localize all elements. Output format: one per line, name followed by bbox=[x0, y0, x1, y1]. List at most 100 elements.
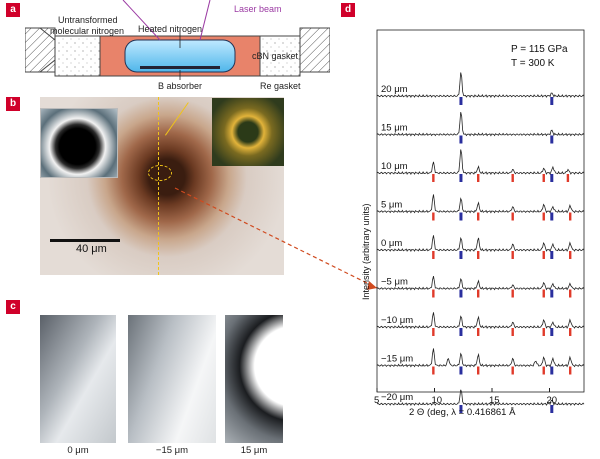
xrd-trace bbox=[376, 72, 585, 99]
trace-label: 5 μm bbox=[381, 200, 402, 211]
re-gasket-label: Re gasket bbox=[260, 81, 301, 91]
blue-marker bbox=[459, 366, 463, 375]
caption-0um: 0 μm bbox=[67, 445, 89, 456]
blue-marker bbox=[550, 289, 554, 298]
blue-marker bbox=[550, 212, 554, 221]
trace-label: −15 μm bbox=[381, 354, 413, 365]
blue-marker bbox=[550, 366, 554, 375]
panel-b-inset-right bbox=[212, 98, 284, 166]
blue-marker bbox=[459, 289, 463, 298]
xray-image-minus15um bbox=[128, 315, 216, 443]
red-marker bbox=[477, 251, 480, 259]
x-tick-label: 15 bbox=[489, 395, 500, 406]
blue-marker bbox=[550, 97, 554, 105]
blue-marker bbox=[459, 251, 463, 259]
blue-marker bbox=[550, 135, 554, 144]
red-marker bbox=[511, 251, 514, 259]
red-marker bbox=[511, 366, 514, 375]
trace-label: −20 μm bbox=[381, 392, 413, 403]
red-marker bbox=[477, 289, 480, 298]
untransformed-label: Untransformed bbox=[58, 15, 118, 25]
red-marker bbox=[477, 174, 480, 182]
panel-a-tag: a bbox=[6, 3, 20, 17]
x-axis-label: 2 Θ (deg, λ = 0.416861 Å bbox=[409, 407, 516, 418]
red-marker bbox=[477, 212, 480, 221]
cbn-gasket-left bbox=[54, 35, 101, 77]
blue-marker bbox=[550, 405, 554, 413]
xrd-trace bbox=[376, 348, 585, 368]
scale-bar bbox=[50, 239, 120, 242]
red-marker bbox=[569, 289, 572, 298]
red-marker bbox=[542, 289, 545, 298]
red-marker bbox=[569, 328, 572, 336]
red-marker bbox=[566, 174, 570, 182]
xrd-chart: 20 μm 15 μm 10 μm 5 μm 0 μm −5 μm −10 μm −15 μm… bbox=[361, 29, 585, 418]
panel-b-inset-left bbox=[40, 108, 118, 178]
b-absorber bbox=[140, 66, 220, 69]
blue-marker bbox=[550, 251, 554, 259]
red-marker bbox=[477, 366, 480, 375]
blue-marker bbox=[459, 135, 463, 144]
caption-15um: 15 μm bbox=[240, 445, 268, 456]
probe-region bbox=[148, 165, 172, 181]
trace-label: −5 μm bbox=[381, 277, 408, 288]
red-marker bbox=[542, 366, 545, 375]
red-marker bbox=[511, 289, 514, 298]
red-marker bbox=[511, 212, 514, 221]
red-marker bbox=[511, 328, 514, 336]
xrd-trace bbox=[376, 312, 585, 330]
blue-marker bbox=[459, 328, 463, 336]
trace-label: 15 μm bbox=[381, 123, 408, 134]
trace-label: −10 μm bbox=[381, 315, 413, 326]
xray-image-15um bbox=[225, 315, 283, 443]
red-marker bbox=[432, 251, 435, 259]
red-marker bbox=[432, 212, 435, 221]
red-marker bbox=[477, 328, 480, 336]
panel-b-tag: b bbox=[6, 97, 20, 111]
xrd-trace bbox=[376, 149, 585, 176]
x-tick-label: 10 bbox=[432, 395, 443, 406]
heated-nitrogen-label: Heated nitrogen bbox=[138, 24, 203, 34]
xrd-trace bbox=[376, 276, 585, 291]
blue-marker bbox=[550, 328, 554, 336]
red-marker bbox=[432, 289, 435, 298]
blue-marker bbox=[459, 174, 463, 182]
red-marker bbox=[542, 174, 545, 182]
molecular-nitrogen-label: molecular nitrogen bbox=[50, 26, 125, 36]
panel-c-tag: c bbox=[6, 300, 20, 314]
x-tick-label: 20 bbox=[547, 395, 558, 406]
red-marker bbox=[511, 174, 514, 182]
blue-marker bbox=[459, 405, 463, 413]
red-marker bbox=[542, 251, 545, 259]
red-marker bbox=[542, 212, 545, 221]
red-marker bbox=[432, 366, 435, 375]
red-marker bbox=[432, 328, 435, 336]
cbn-gasket-right bbox=[259, 35, 301, 77]
xrd-trace bbox=[376, 389, 585, 407]
xrd-trace bbox=[376, 194, 585, 214]
blue-marker bbox=[550, 174, 554, 182]
xrd-trace bbox=[376, 235, 585, 253]
blue-marker bbox=[459, 97, 463, 105]
b-absorber-label: B absorber bbox=[158, 81, 203, 91]
laser-beam-label: Laser beam bbox=[234, 4, 282, 14]
xrd-trace bbox=[376, 112, 585, 137]
scale-bar-label: 40 μm bbox=[76, 243, 107, 255]
annotation-pressure: P = 115 GPa bbox=[511, 44, 568, 55]
red-marker bbox=[569, 212, 572, 221]
panel-a-schematic bbox=[25, 0, 330, 80]
trace-label: 10 μm bbox=[381, 161, 408, 172]
red-marker bbox=[432, 174, 435, 182]
x-tick-label: 5 bbox=[374, 395, 379, 406]
caption-minus15um: −15 μm bbox=[155, 445, 189, 456]
red-marker bbox=[569, 251, 572, 259]
trace-label: 20 μm bbox=[381, 84, 408, 95]
y-axis-label: Intensity (arbitrary units) bbox=[361, 203, 371, 300]
red-marker bbox=[542, 328, 545, 336]
trace-label: 0 μm bbox=[381, 238, 402, 249]
blue-marker bbox=[459, 212, 463, 221]
xray-image-0um bbox=[40, 315, 116, 443]
annotation-temperature: T = 300 K bbox=[511, 58, 555, 69]
cbn-gasket-label: cBN gasket bbox=[252, 51, 299, 61]
